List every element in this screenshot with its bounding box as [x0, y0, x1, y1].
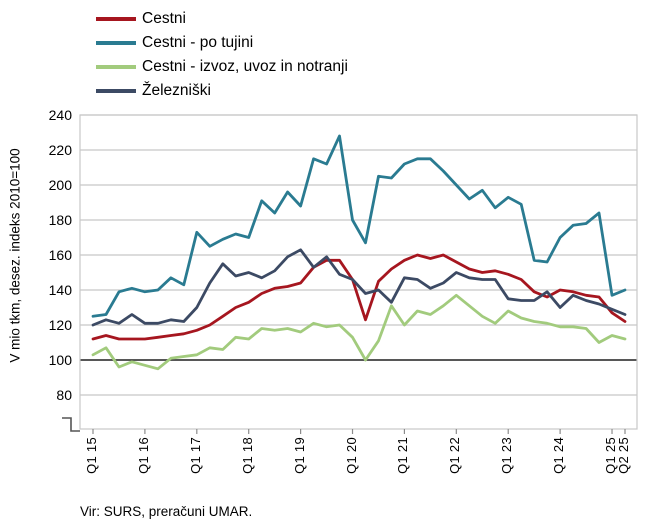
y-tick-label: 100 — [48, 352, 72, 368]
y-tick-label: 220 — [48, 142, 72, 158]
x-tick-label: Q1 19 — [291, 437, 307, 474]
y-axis-title: V mio tkm, desez. indeks 2010=100 — [7, 148, 23, 363]
y-tick-label: 140 — [48, 282, 72, 298]
chart-legend: Cestni Cestni - po tujini Cestni - izvoz… — [96, 7, 348, 103]
legend-label: Cestni — [142, 10, 186, 27]
legend-line-swatch-navy — [96, 89, 136, 93]
y-tick-label: 240 — [48, 107, 72, 123]
series-line-elezni-ki — [91, 248, 627, 327]
legend-item-cestni: Cestni — [96, 7, 348, 31]
legend-line-swatch-teal — [96, 41, 136, 45]
source-note: Vir: SURS, preračuni UMAR. — [80, 504, 253, 519]
plot-border — [79, 114, 638, 430]
legend-line-swatch-red — [96, 17, 136, 21]
legend-item-izvoz-uvoz-notranji: Cestni - izvoz, uvoz in notranji — [96, 55, 348, 79]
x-tick-label: Q1 16 — [135, 437, 151, 474]
x-tick-label: Q1 23 — [499, 437, 515, 474]
x-tick-label: Q2 25 — [616, 437, 631, 474]
y-tick-label: 160 — [48, 247, 72, 263]
legend-item-zelezniski: Železniški — [96, 79, 348, 103]
x-tick-label: Q1 22 — [447, 437, 463, 474]
y-tick-label: 120 — [48, 317, 72, 333]
series-line-cestni-po-tujini — [91, 134, 627, 318]
legend-label: Železniški — [142, 82, 211, 99]
series-line-cestni-izvoz-uvoz-in-notranji — [91, 293, 627, 371]
legend-label: Cestni - po tujini — [142, 34, 254, 51]
x-tick-label: Q1 17 — [187, 437, 203, 474]
y-tick-label: 200 — [48, 177, 72, 193]
legend-item-po-tujini: Cestni - po tujini — [96, 31, 348, 55]
series-line-cestni — [91, 253, 627, 341]
x-tick-label: Q1 18 — [239, 437, 255, 474]
x-tick-label: Q1 20 — [343, 437, 359, 474]
x-tick-label: Q1 21 — [395, 437, 411, 474]
axis-break-icon — [62, 417, 80, 432]
legend-label: Cestni - izvoz, uvoz in notranji — [142, 58, 348, 75]
y-tick-label: 180 — [48, 212, 72, 228]
legend-line-swatch-green — [96, 65, 136, 69]
x-tick-label: Q1 15 — [84, 437, 99, 474]
y-tick-label: 80 — [56, 387, 72, 403]
x-tick-label: Q1 24 — [551, 437, 567, 474]
